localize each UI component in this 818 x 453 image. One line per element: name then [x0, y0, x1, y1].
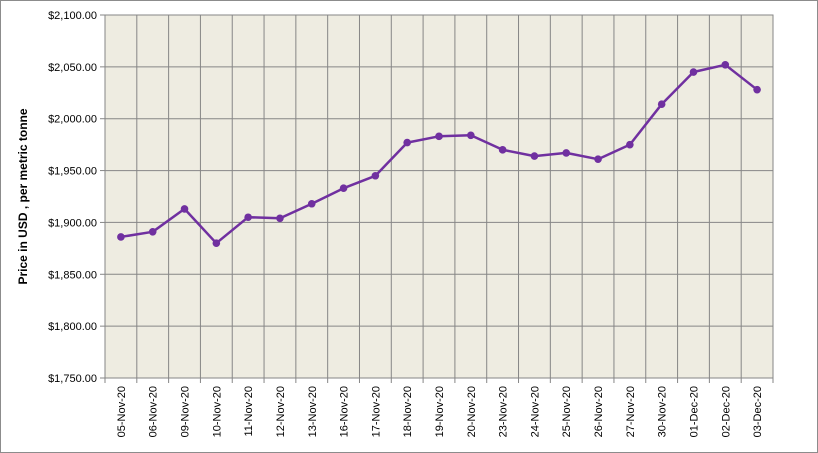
data-point [594, 155, 602, 163]
data-point [180, 205, 189, 213]
data-point [212, 239, 221, 247]
y-tick-label: $1,900.00 [48, 217, 97, 229]
y-tick-label: $2,100.00 [48, 10, 97, 22]
x-tick-label: 03-Dec-20 [752, 386, 764, 437]
data-point [307, 199, 316, 208]
data-point [689, 68, 698, 76]
data-point [753, 85, 761, 94]
data-point [721, 60, 730, 69]
x-axis-ticks: 05-Nov-20 06-Nov-20 09-Nov-20 10-Nov-20 11-N… [104, 378, 774, 437]
plot-area [104, 14, 774, 379]
data-point [244, 213, 252, 222]
x-tick-label: 19-Nov-20 [434, 386, 446, 437]
x-tick-label: 27-Nov-20 [625, 386, 637, 437]
y-tick-label: $1,850.00 [48, 269, 97, 281]
x-tick-label: 02-Dec-20 [720, 386, 732, 437]
data-point [530, 152, 539, 160]
x-tick-label: 24-Nov-20 [529, 386, 541, 437]
x-tick-label: 13-Nov-20 [307, 386, 319, 437]
y-tick-label: $1,950.00 [48, 166, 97, 178]
data-point [657, 100, 666, 108]
x-tick-label: 23-Nov-20 [498, 386, 510, 437]
x-tick-label: 10-Nov-20 [211, 386, 223, 437]
y-tick-label: $1,800.00 [48, 321, 97, 333]
data-point [467, 131, 475, 140]
x-tick-label: 16-Nov-20 [339, 386, 351, 437]
x-tick-label: 12-Nov-20 [275, 386, 287, 437]
series-group [117, 60, 761, 247]
x-tick-label: 18-Nov-20 [402, 386, 414, 437]
data-point [371, 171, 380, 180]
data-point [498, 146, 507, 154]
x-tick-label: 17-Nov-20 [370, 386, 382, 437]
x-tick-label: 05-Nov-20 [116, 386, 128, 437]
data-point [562, 149, 571, 157]
y-tick-label: $1,750.00 [48, 373, 97, 385]
x-tick-label: 25-Nov-20 [561, 386, 573, 437]
data-point [403, 138, 411, 147]
x-tick-label: 30-Nov-20 [657, 386, 669, 437]
x-tick-label: 09-Nov-20 [180, 386, 192, 437]
x-tick-label: 06-Nov-20 [148, 386, 160, 437]
data-point [148, 227, 157, 236]
data-point [626, 140, 634, 149]
y-axis-ticks: $1,750.00 $1,800.00 $1,850.00 $1,900.00 $1,9… [48, 10, 105, 385]
x-tick-label: 26-Nov-20 [593, 386, 605, 437]
x-tick-label: 11-Nov-20 [243, 386, 255, 437]
x-tick-label: 20-Nov-20 [466, 386, 478, 437]
y-tick-label: $2,050.00 [48, 62, 97, 74]
data-point [276, 214, 284, 223]
data-point [435, 132, 443, 141]
x-tick-label: 01-Dec-20 [688, 386, 700, 437]
y-tick-label: $2,000.00 [48, 114, 97, 126]
data-point [339, 184, 348, 193]
data-point [117, 233, 125, 241]
y-axis-label: Price in USD , per metric tonne [16, 108, 30, 284]
grid-lines [105, 14, 773, 379]
